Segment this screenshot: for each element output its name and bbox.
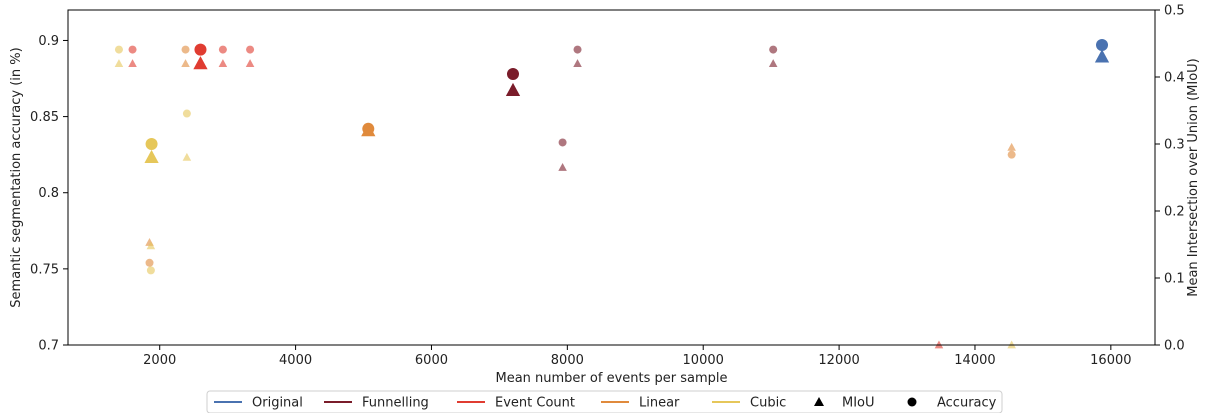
- legend-label: Accuracy: [937, 396, 997, 411]
- miou-point: [144, 149, 159, 164]
- legend-label: Original: [252, 396, 303, 411]
- x-tick-label: 12000: [818, 353, 859, 368]
- x-tick-label: 4000: [279, 353, 312, 368]
- legend-swatch: [814, 397, 824, 406]
- miou-point: [768, 59, 778, 67]
- miou-point: [505, 82, 521, 97]
- y-tick-label: 0.85: [30, 110, 59, 125]
- legend-label: Event Count: [495, 396, 575, 411]
- legend-label: Cubic: [750, 396, 786, 411]
- y-tick-label: 0.7: [38, 339, 59, 354]
- x-tick-label: 2000: [143, 353, 176, 368]
- accuracy-point: [128, 45, 137, 54]
- x-axis-title: Mean number of events per sample: [495, 371, 727, 386]
- accuracy-point: [145, 138, 158, 150]
- accuracy-point: [146, 266, 155, 275]
- accuracy-point: [1007, 150, 1016, 159]
- y-tick-label: 0.75: [30, 262, 59, 277]
- accuracy-point: [506, 67, 519, 80]
- y-tick-label: 0.8: [38, 186, 59, 201]
- accuracy-point: [218, 45, 227, 54]
- miou-point: [558, 162, 567, 171]
- legend-label: Linear: [639, 396, 680, 411]
- x-axis: 2000 4000 6000 8000 10000 12000 14000 16000: [143, 345, 1132, 368]
- accuracy-point: [558, 138, 567, 147]
- y-axis-right: 0.0 0.1 0.2 0.3 0.4 0.5: [1155, 4, 1185, 354]
- legend: Original Funnelling Event Count Linear Cubic…: [206, 390, 1003, 413]
- accuracy-point: [246, 45, 255, 54]
- accuracy-point: [194, 43, 207, 56]
- y2-tick-label: 0.5: [1164, 4, 1185, 19]
- miou-point: [934, 340, 944, 349]
- miou-point: [182, 152, 192, 161]
- legend-swatch: [907, 397, 917, 407]
- accuracy-point: [769, 45, 778, 54]
- miou-point: [146, 241, 156, 250]
- y2-tick-label: 0.1: [1164, 272, 1185, 287]
- miou-point: [193, 56, 208, 70]
- legend-label: Funnelling: [362, 396, 429, 411]
- y2-axis-title: Mean Intersection over Union (MIoU): [1186, 58, 1201, 297]
- accuracy-point: [181, 45, 190, 54]
- miou-point: [361, 123, 376, 137]
- miou-point: [1007, 142, 1016, 151]
- miou-point: [573, 59, 582, 67]
- miou-point: [114, 59, 124, 67]
- accuracy-point: [145, 258, 154, 267]
- y2-tick-label: 0.0: [1164, 339, 1185, 354]
- y2-tick-label: 0.3: [1164, 138, 1185, 153]
- miou-point: [218, 59, 228, 67]
- accuracy-point: [114, 45, 123, 54]
- x-tick-label: 10000: [683, 353, 724, 368]
- x-tick-label: 14000: [954, 353, 995, 368]
- x-tick-label: 6000: [415, 353, 448, 368]
- x-tick-label: 16000: [1090, 353, 1131, 368]
- legend-label: MIoU: [842, 396, 875, 411]
- accuracy-point: [573, 45, 582, 54]
- data-marks: [114, 39, 1110, 349]
- accuracy-point: [1096, 39, 1109, 52]
- y-axis-left: 0.7 0.75 0.8 0.85 0.9: [30, 34, 68, 354]
- plot-frame: [67, 9, 1156, 346]
- y2-tick-label: 0.4: [1164, 71, 1185, 86]
- miou-point: [1007, 340, 1016, 349]
- y-tick-label: 0.9: [38, 34, 59, 49]
- miou-point: [1094, 49, 1110, 63]
- accuracy-point: [182, 109, 191, 118]
- y-axis-title: Semantic segmentation accuracy (in %): [9, 47, 24, 307]
- miou-point: [245, 59, 255, 67]
- y2-tick-label: 0.2: [1164, 205, 1185, 220]
- miou-point: [181, 59, 190, 67]
- x-tick-label: 8000: [551, 353, 584, 368]
- miou-point: [128, 59, 137, 67]
